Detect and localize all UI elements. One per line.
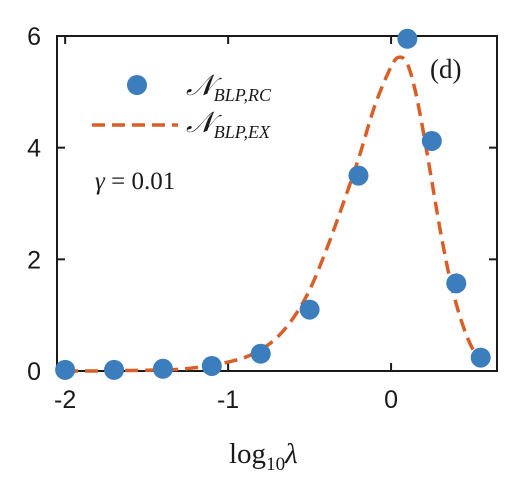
x-axis-label: log10λ bbox=[229, 438, 298, 475]
series-exact-curve bbox=[65, 55, 490, 373]
data-point bbox=[421, 130, 442, 151]
legend-label-rc-sub: BLP,RC bbox=[214, 85, 272, 105]
data-point bbox=[446, 273, 467, 294]
y-tick-label: 2 bbox=[27, 246, 41, 274]
data-point bbox=[348, 165, 369, 186]
y-tick-label: 4 bbox=[27, 135, 41, 163]
data-point bbox=[250, 343, 271, 364]
series-rc-markers bbox=[55, 28, 491, 380]
data-point bbox=[55, 359, 76, 380]
gamma-annotation: γ = 0.01 bbox=[95, 168, 175, 195]
legend-label-rc: 𝒩BLP,RC bbox=[186, 70, 272, 105]
x-tick-label: -2 bbox=[54, 386, 76, 414]
gamma-symbol: γ bbox=[95, 168, 106, 195]
x-axis-label-base: 10 bbox=[266, 454, 285, 475]
x-axis-label-lambda: λ bbox=[284, 438, 298, 470]
y-tick-label: 0 bbox=[27, 358, 41, 386]
data-point bbox=[152, 358, 173, 379]
legend-label-ex-sub: BLP,EX bbox=[214, 122, 271, 142]
axis-ticks bbox=[57, 35, 497, 372]
legend-marker-rc bbox=[127, 75, 147, 95]
legend-label-ex: 𝒩BLP,EX bbox=[186, 107, 271, 142]
axis-tick-labels: -2 -1 0 0 2 4 6 bbox=[27, 23, 398, 414]
y-tick-label: 6 bbox=[27, 23, 41, 51]
panel-label: (d) bbox=[430, 54, 461, 84]
x-tick-label: -1 bbox=[217, 386, 239, 414]
data-point bbox=[299, 299, 320, 320]
x-axis-label-log: log bbox=[229, 438, 266, 470]
data-point bbox=[470, 347, 491, 368]
data-point bbox=[104, 359, 125, 380]
plot-frame bbox=[56, 35, 498, 372]
x-tick-label: 0 bbox=[384, 386, 398, 414]
data-point bbox=[201, 355, 222, 376]
gamma-value: = 0.01 bbox=[105, 168, 175, 195]
data-point bbox=[397, 28, 418, 49]
legend: 𝒩BLP,RC 𝒩BLP,EX bbox=[92, 70, 272, 142]
